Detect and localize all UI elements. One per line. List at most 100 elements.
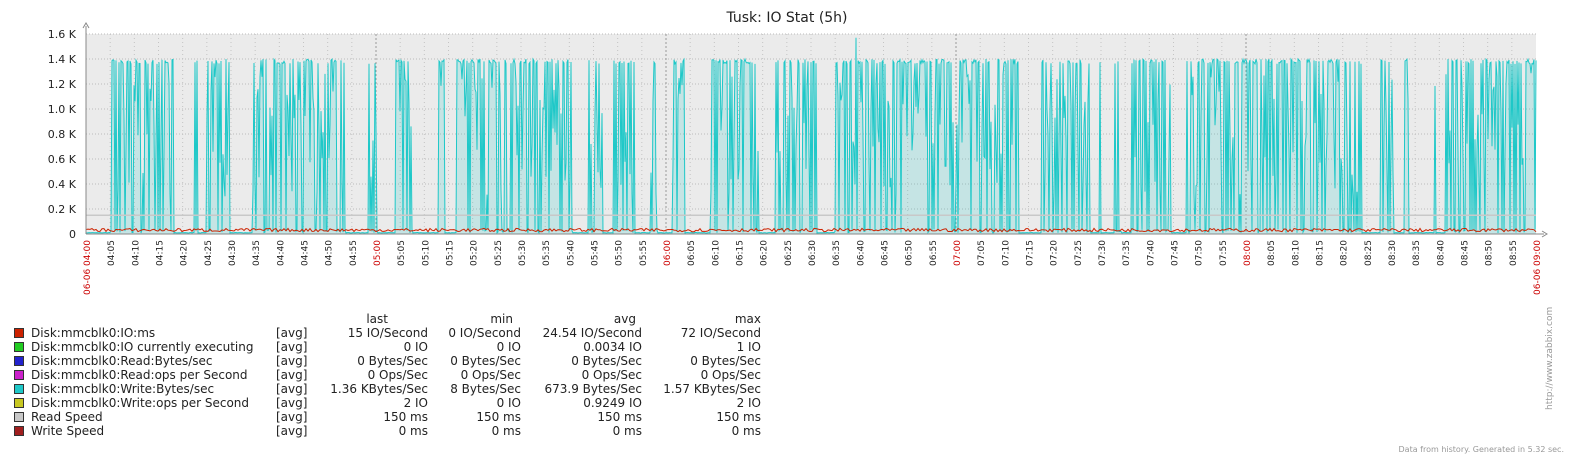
legend-series-name: Disk:mmcblk0:Write:Bytes/sec: [31, 382, 215, 396]
legend-swatch: [14, 328, 24, 338]
x-tick-label: 07:45: [1171, 240, 1181, 266]
legend-value-max: 0 ms: [731, 424, 761, 438]
y-tick-label: 1.2 K: [48, 78, 77, 91]
legend-value-avg: 0 ms: [612, 424, 642, 438]
legend-row: Disk:mmcblk0:IO:ms [avg] 15 IO/Second 0 IO/…: [14, 326, 794, 340]
legend-value-max: 150 ms: [716, 410, 761, 424]
legend-value-last: 15 IO/Second: [347, 326, 428, 340]
x-tick-label: 05:30: [518, 240, 528, 266]
legend-value-last: 0 IO: [403, 340, 428, 354]
footer-generated: Data from history. Generated in 5.32 sec…: [1398, 445, 1564, 454]
x-tick-label: 06:00: [663, 240, 673, 266]
legend-value-avg: 0.0034 IO: [583, 340, 642, 354]
x-tick-label: 07:05: [977, 240, 987, 266]
legend-series-name: Write Speed: [31, 424, 105, 438]
x-tick-label: 07:20: [1050, 240, 1060, 266]
chart-title: Tusk: IO Stat (5h): [725, 10, 847, 26]
legend-value-max: 72 IO/Second: [680, 326, 761, 340]
legend-value-avg: 0 Ops/Sec: [581, 368, 642, 382]
legend-value-avg: 24.54 IO/Second: [542, 326, 642, 340]
legend-func: [avg]: [276, 410, 308, 424]
zabbix-watermark: http://www.zabbix.com: [1545, 306, 1555, 410]
y-axis-arrow: [82, 22, 90, 29]
legend-swatch: [14, 356, 24, 366]
axes: [82, 22, 1548, 238]
x-tick-label: 05:25: [494, 240, 504, 266]
legend-value-min: 150 ms: [476, 410, 521, 424]
x-tick-label: 07:55: [1219, 240, 1229, 266]
legend-func: [avg]: [276, 396, 308, 410]
legend-row: Write Speed [avg] 0 ms 0 ms 0 ms 0 ms: [14, 424, 794, 438]
legend-row: Disk:mmcblk0:IO currently executing [avg]…: [14, 340, 794, 354]
legend-value-last: 2 IO: [403, 396, 428, 410]
legend-header-avg: avg: [613, 312, 636, 326]
x-tick-label: 06:50: [905, 240, 915, 266]
x-tick-label: 08:25: [1364, 240, 1374, 266]
y-tick-label: 1.0 K: [48, 103, 77, 116]
x-tick-label: 04:35: [252, 240, 262, 266]
legend-func: [avg]: [276, 326, 308, 340]
legend-func: [avg]: [276, 354, 308, 368]
x-tick-label: 04:20: [180, 240, 190, 266]
x-tick-label: 06:15: [736, 240, 746, 266]
x-tick-label: 04:10: [131, 240, 141, 266]
legend-value-min: 0 IO: [496, 396, 521, 410]
x-tick-label: 05:50: [615, 240, 625, 266]
x-tick-label: 05:55: [639, 240, 649, 266]
x-tick-label: 04:25: [204, 240, 214, 266]
y-tick-label: 1.4 K: [48, 53, 77, 66]
x-tick-label: 08:15: [1316, 240, 1326, 266]
legend-func: [avg]: [276, 382, 308, 396]
legend-value-last: 0 ms: [398, 424, 428, 438]
x-tick-label: 05:45: [591, 240, 601, 266]
x-tick-label: 07:00: [953, 240, 963, 266]
legend-func: [avg]: [276, 424, 308, 438]
x-tick-label: 05:15: [446, 240, 456, 266]
y-tick-label: 1.6 K: [48, 28, 77, 41]
x-tick-label: 04:15: [156, 240, 166, 266]
write-bytes-line: [85, 37, 1537, 235]
x-tick-label: 08:40: [1436, 240, 1446, 266]
x-tick-label: 08:55: [1509, 240, 1519, 266]
x-tick-label: 08:00: [1243, 240, 1253, 266]
x-tick-label: 06:25: [784, 240, 794, 266]
x-tick-label: 08:05: [1267, 240, 1277, 266]
x-tick-label: 05:10: [421, 240, 431, 266]
x-tick-label: 05:35: [542, 240, 552, 266]
x-tick-label: 05:00: [373, 240, 383, 266]
legend-series-name: Disk:mmcblk0:Write:ops per Second: [31, 396, 250, 410]
legend-row: Disk:mmcblk0:Read:Bytes/sec [avg] 0 Bytes/…: [14, 354, 794, 368]
legend-series-name: Disk:mmcblk0:Read:ops per Second: [31, 368, 248, 382]
x-tick-label: 06:20: [760, 240, 770, 266]
legend-swatch: [14, 342, 24, 352]
x-tick-label: 04:05: [107, 240, 117, 266]
legend-series-name: Read Speed: [31, 410, 103, 424]
x-tick-label: 08:30: [1388, 240, 1398, 266]
legend-value-last: 150 ms: [383, 410, 428, 424]
x-tick-label: 05:20: [470, 240, 480, 266]
x-tick-label: 07:30: [1098, 240, 1108, 266]
x-axis-arrow: [1541, 230, 1548, 238]
x-tick-label: 08:10: [1291, 240, 1301, 266]
x-tick-label: 07:15: [1026, 240, 1036, 266]
legend-value-avg: 673.9 Bytes/Sec: [544, 382, 642, 396]
x-tick-label: 04:50: [325, 240, 335, 266]
legend-value-avg: 150 ms: [597, 410, 642, 424]
legend-swatch: [14, 398, 24, 408]
legend-value-min: 8 Bytes/Sec: [450, 382, 521, 396]
x-tick-label: 06-06 04:00: [83, 240, 93, 295]
x-tick-label: 07:50: [1195, 240, 1205, 266]
legend-value-last: 0 Bytes/Sec: [357, 354, 428, 368]
legend-value-max: 0 Bytes/Sec: [690, 354, 761, 368]
legend-swatch: [14, 426, 24, 436]
x-tick-label: 07:40: [1146, 240, 1156, 266]
x-tick-label: 04:40: [276, 240, 286, 266]
io-ms-series: [85, 214, 1537, 233]
x-axis-labels: 06-06 04:00 04:05 04:10 04:15 04:20 04:25 04:3…: [83, 240, 1543, 295]
x-tick-label: 06:35: [832, 240, 842, 266]
legend-value-min: 0 IO/Second: [448, 326, 521, 340]
x-tick-label: 06:40: [856, 240, 866, 266]
y-tick-label: 0.2 K: [48, 203, 77, 216]
